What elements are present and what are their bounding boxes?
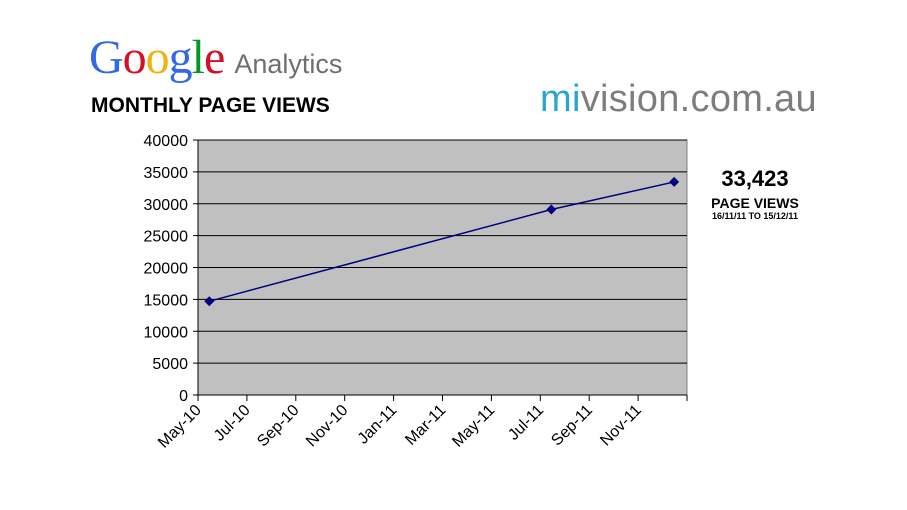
y-tick-label: 40000 [144,133,189,150]
google-letter: e [204,31,225,84]
data-point-marker [669,176,680,187]
y-tick-label: 15000 [144,292,189,309]
y-tick-label: 5000 [152,356,188,373]
y-tick-label: 20000 [144,261,189,278]
y-tick-label: 10000 [144,324,189,341]
x-tick-label: Mar-11 [402,402,449,449]
google-letter: l [191,31,205,84]
brand-accent-text: mi [540,78,581,120]
x-tick-label: Sep-11 [548,402,596,450]
y-tick-label: 25000 [144,229,189,246]
x-tick-label: May-10 [155,402,205,452]
analytics-wordmark: Analytics [234,49,343,79]
callout-value: 33,423 [721,166,789,191]
google-wordmark: Google [89,28,225,88]
google-letter: G [89,31,124,84]
google-letter: g [168,31,193,84]
x-tick-label: Nov-11 [597,402,645,450]
google-letter: o [145,31,170,84]
google-analytics-logo: Google Analytics [89,28,342,88]
x-tick-label: Jan-11 [355,402,401,448]
brand-url: mivision.com.au [540,78,817,121]
data-point-marker [546,204,557,215]
callout-date-range: 16/11/11 TO 15/12/11 [712,211,798,221]
google-letter: o [122,31,147,84]
callout-label: PAGE VIEWS [711,195,799,211]
y-tick-label: 35000 [144,165,189,182]
data-point-marker [204,296,215,307]
brand-rest-text: vision.com.au [580,78,817,120]
x-tick-label: Jul-10 [211,402,254,445]
y-tick-label: 0 [179,388,188,405]
y-tick-label: 30000 [144,197,189,214]
x-tick-label: May-11 [449,402,498,451]
x-tick-label: Nov-10 [303,402,352,451]
page-views-callout: 33,423 PAGE VIEWS 16/11/11 TO 15/12/11 [688,166,808,222]
x-tick-label: Sep-10 [254,402,303,451]
chart-title: MONTHLY PAGE VIEWS [91,94,330,117]
x-tick-label: Jul-11 [505,402,547,444]
